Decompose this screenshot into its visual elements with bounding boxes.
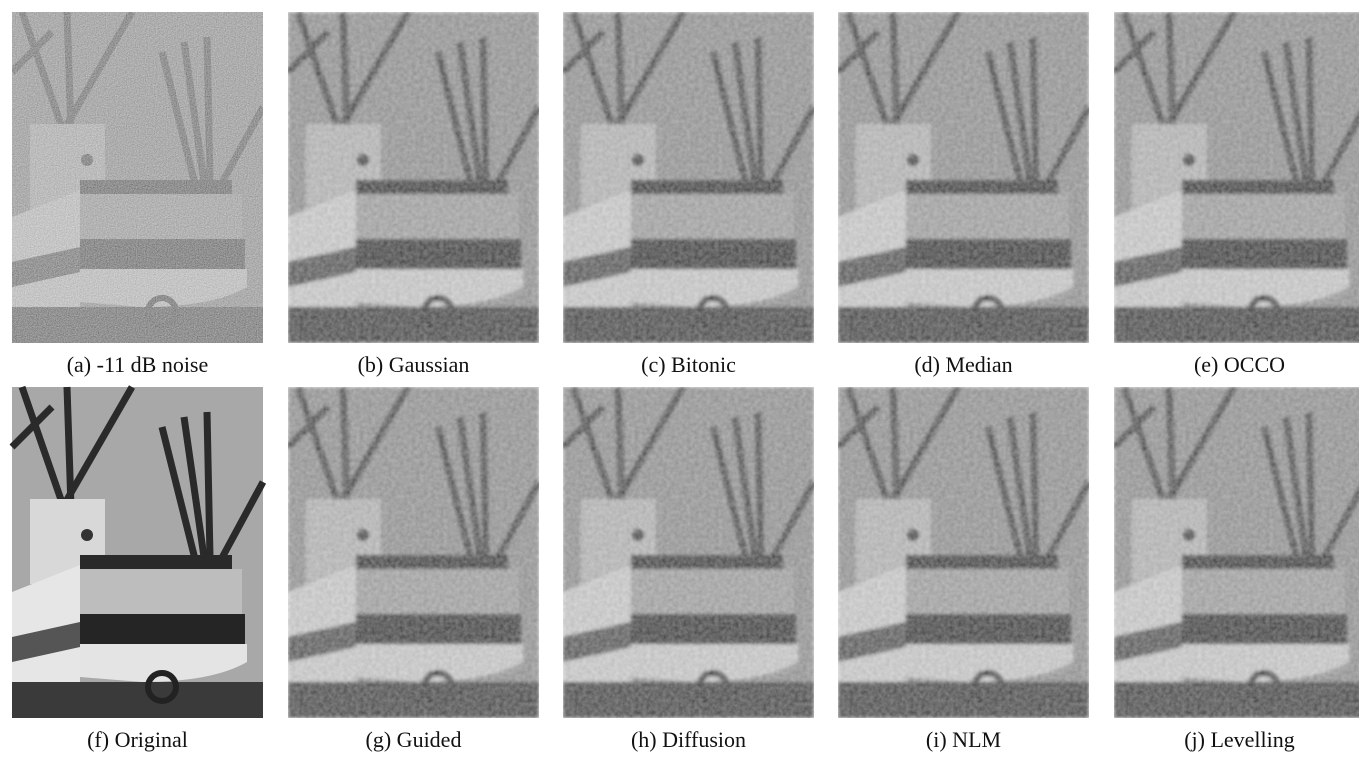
panel-image [838,387,1089,718]
caption: (h) Diffusion [631,727,746,752]
panel-image [563,12,814,343]
panel-image [838,12,1089,343]
panel-image [1114,387,1359,718]
caption: (f) Original [87,727,188,752]
caption: (i) NLM [926,727,1001,752]
caption: (e) OCCO [1194,352,1285,377]
panel-image [12,387,263,718]
caption: (d) Median [914,352,1012,377]
panel-image [1114,12,1359,343]
caption: (c) Bitonic [641,352,736,377]
panel-image [563,387,814,718]
caption: (a) -11 dB noise [67,352,209,377]
panel-image [12,12,263,343]
caption: (b) Gaussian [358,352,470,377]
panel-image [288,12,539,343]
caption: (j) Levelling [1184,727,1295,752]
panel-image [288,387,539,718]
figure: (a) -11 dB noise (b) Gaussian (c) Bitonic (… [0,0,1359,753]
caption: (g) Guided [366,727,462,752]
